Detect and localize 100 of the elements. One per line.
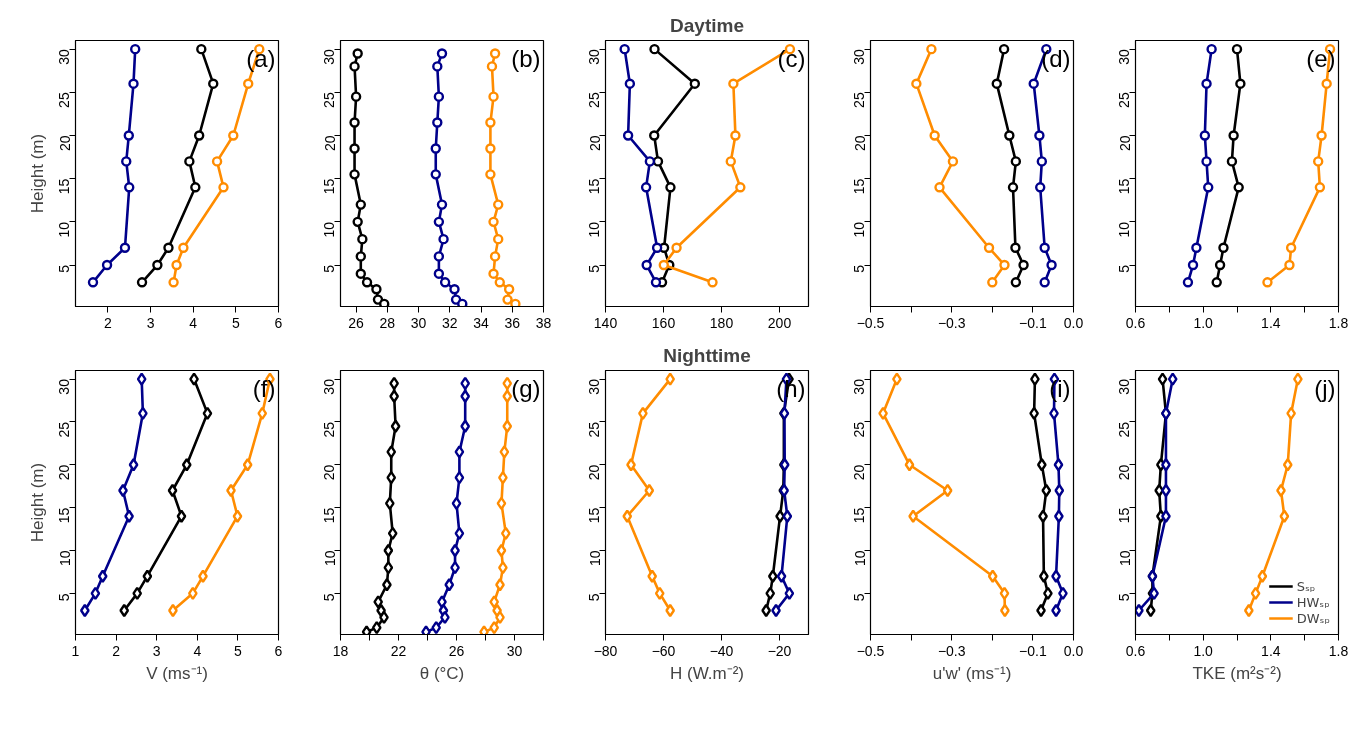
y-tick-label: 20 <box>56 135 73 152</box>
x-tick-label: −0.1 <box>1019 314 1047 331</box>
x-tick-label: 34 <box>473 314 490 331</box>
y-tick-label: 20 <box>851 464 868 481</box>
y-tick-label: 5 <box>1116 593 1133 602</box>
y-tick-label: 10 <box>586 221 603 238</box>
chart-title: Nighttime <box>663 344 751 366</box>
x-tick-label: 160 <box>651 314 676 331</box>
x-tick-label: 4 <box>193 642 202 659</box>
x-tick-label: −80 <box>593 642 618 659</box>
y-axis-title: Height (m) <box>27 462 47 543</box>
y-tick-label: 5 <box>851 593 868 602</box>
y-tick-label: 5 <box>586 593 603 602</box>
x-axis-title: H (W.m⁻²) <box>670 663 744 683</box>
x-tick-label: 4 <box>189 314 198 331</box>
y-tick-label: 20 <box>56 464 73 481</box>
y-tick-label: 20 <box>1116 135 1133 152</box>
y-tick-label: 25 <box>586 92 603 108</box>
y-tick-label: 5 <box>1116 264 1133 273</box>
x-axis-title: θ (°C) <box>419 663 465 683</box>
legend-label: DWₛₚ <box>1296 610 1330 626</box>
legend-label: Sₛₚ <box>1296 578 1317 594</box>
x-tick-label: 22 <box>390 642 407 659</box>
y-tick-label: 30 <box>56 378 73 395</box>
y-tick-label: 10 <box>56 221 73 238</box>
y-tick-label: 20 <box>1116 464 1133 481</box>
x-tick-label: 1.0 <box>1193 314 1214 331</box>
y-tick-label: 30 <box>1116 48 1133 65</box>
y-tick-label: 5 <box>56 593 73 602</box>
x-tick-label: 2 <box>104 314 113 331</box>
x-tick-label: −0.3 <box>937 314 966 331</box>
x-tick-label: 0.0 <box>1063 642 1084 659</box>
y-tick-label: 10 <box>321 221 338 238</box>
x-tick-label: −0.5 <box>856 642 885 659</box>
x-tick-label: 1.8 <box>1328 314 1349 331</box>
x-tick-label: 1 <box>71 642 80 659</box>
y-tick-label: 25 <box>321 92 338 108</box>
annotation: (d) <box>1041 44 1071 72</box>
y-tick-label: 30 <box>56 48 73 65</box>
x-tick-label: 3 <box>152 642 161 659</box>
y-tick-label: 30 <box>851 48 868 65</box>
x-tick-label: 18 <box>332 642 349 659</box>
annotation: (b) <box>511 44 541 72</box>
y-tick-label: 5 <box>321 593 338 602</box>
y-tick-label: 10 <box>56 550 73 567</box>
x-tick-label: −60 <box>651 642 676 659</box>
x-axis-title: TKE (m²s⁻²) <box>1192 663 1282 683</box>
x-tick-label: 5 <box>231 314 240 331</box>
y-tick-label: 30 <box>321 378 338 395</box>
y-tick-label: 20 <box>321 464 338 481</box>
y-tick-label: 10 <box>586 550 603 567</box>
y-tick-label: 5 <box>851 264 868 273</box>
y-tick-label: 30 <box>321 48 338 65</box>
x-tick-label: 26 <box>448 642 465 659</box>
y-tick-label: 15 <box>56 178 73 195</box>
x-tick-label: −0.3 <box>937 642 966 659</box>
y-tick-label: 10 <box>1116 550 1133 567</box>
y-tick-label: 25 <box>56 421 73 438</box>
x-tick-label: 3 <box>146 314 155 331</box>
y-tick-label: 5 <box>321 264 338 273</box>
y-tick-label: 10 <box>321 550 338 567</box>
y-tick-label: 15 <box>1116 178 1133 195</box>
x-tick-label: 0.6 <box>1125 642 1146 659</box>
y-tick-label: 15 <box>586 178 603 195</box>
y-tick-label: 10 <box>851 550 868 567</box>
x-tick-label: 180 <box>709 314 734 331</box>
y-tick-label: 30 <box>586 48 603 65</box>
y-tick-label: 25 <box>1116 421 1133 438</box>
x-axis-title: u'w' (ms⁻¹) <box>932 663 1012 683</box>
x-tick-label: 28 <box>379 314 396 331</box>
x-tick-label: 0.6 <box>1125 314 1146 331</box>
y-tick-label: 10 <box>1116 221 1133 238</box>
x-tick-label: 30 <box>410 314 427 331</box>
y-tick-label: 30 <box>1116 378 1133 395</box>
y-tick-label: 5 <box>56 264 73 273</box>
legend-label: HWₛₚ <box>1296 594 1330 610</box>
x-tick-label: 32 <box>442 314 458 331</box>
y-tick-label: 15 <box>321 178 338 195</box>
y-tick-label: 25 <box>321 421 338 438</box>
annotation: (g) <box>511 374 541 402</box>
x-tick-label: 1.8 <box>1328 642 1349 659</box>
x-tick-label: −20 <box>767 642 792 659</box>
y-tick-label: 25 <box>586 421 603 438</box>
y-tick-label: 15 <box>851 507 868 524</box>
y-tick-label: 20 <box>321 135 338 152</box>
annotation: (c) <box>777 44 806 72</box>
x-tick-label: 6 <box>274 642 283 659</box>
y-tick-label: 25 <box>1116 92 1133 108</box>
annotation: (j) <box>1314 374 1336 402</box>
x-tick-label: 200 <box>767 314 792 331</box>
y-tick-label: 30 <box>586 378 603 395</box>
y-tick-label: 25 <box>851 421 868 438</box>
y-axis-title: Height (m) <box>27 133 47 214</box>
x-tick-label: 26 <box>348 314 365 331</box>
x-tick-label: 140 <box>593 314 618 331</box>
y-tick-label: 25 <box>851 92 868 108</box>
x-tick-label: 1.4 <box>1261 642 1281 659</box>
y-tick-label: 25 <box>56 92 73 108</box>
y-tick-label: 20 <box>586 135 603 152</box>
x-tick-label: −0.1 <box>1019 642 1047 659</box>
